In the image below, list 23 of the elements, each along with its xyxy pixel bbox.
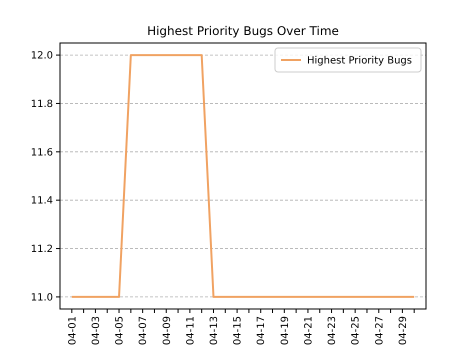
x-tick-label: 04-17 [256,316,268,346]
x-tick-label: 04-19 [280,316,291,346]
x-tick-label: 04-11 [185,316,196,346]
y-tick-label: 11.0 [30,292,53,304]
y-tick-label: 11.4 [30,196,53,207]
x-tick-label: 04-07 [138,316,150,346]
x-tick-label: 04-27 [374,316,386,346]
y-tick-label: 11.2 [30,244,53,256]
x-tick-label: 04-29 [398,316,409,346]
y-tick-label: 12.0 [30,50,53,62]
x-tick-label: 04-09 [162,316,173,346]
legend-label: Highest Priority Bugs [307,56,412,66]
x-tick-label: 04-01 [67,316,78,346]
x-tick-label: 04-23 [327,316,338,346]
x-tick-label: 04-03 [90,316,102,346]
x-tick-label: 04-05 [114,316,126,346]
x-tick-label: 04-21 [303,316,314,346]
y-tick-label: 11.6 [30,147,53,158]
chart-title: Highest Priority Bugs Over Time [147,24,339,38]
x-tick-label: 04-25 [350,316,362,346]
x-tick-label: 04-15 [232,316,244,346]
x-tick-label: 04-13 [208,316,220,346]
y-tick-label: 11.8 [30,98,53,110]
